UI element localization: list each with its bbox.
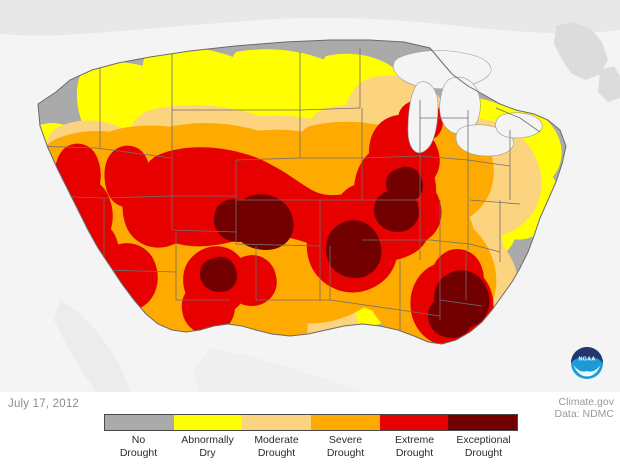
foreign-land	[0, 0, 620, 102]
legend-label-line2: Drought	[119, 446, 158, 459]
legend-swatch-extreme-drought	[379, 415, 449, 430]
map-date-label: July 17, 2012	[8, 398, 80, 410]
legend-label-moderate-drought: Moderate Drought	[242, 434, 311, 459]
conus-outline	[37, 39, 567, 345]
legend-label-line1: No	[131, 434, 146, 446]
legend-label-exceptional-drought: Exceptional Drought	[449, 434, 518, 459]
legend-labels: No Drought Abnormally Dry Moderate Droug…	[104, 434, 518, 459]
legend-label-line1: Exceptional	[456, 434, 511, 446]
legend-swatch-moderate-drought	[242, 415, 312, 430]
noaa-logo: NOAA	[571, 347, 603, 379]
legend-swatch-severe-drought	[311, 415, 380, 430]
credit-line-data-source: Data: NDMC	[554, 408, 614, 420]
legend-color-bar	[104, 414, 518, 431]
legend-swatch-abnormally-dry	[173, 415, 243, 430]
great-lakes	[392, 50, 543, 157]
legend-label-severe-drought: Severe Drought	[311, 434, 380, 459]
legend-label-line2: Drought	[395, 446, 434, 459]
map-canvas	[0, 0, 620, 345]
legend-label-line1: Severe	[328, 434, 363, 446]
legend-swatch-exceptional-drought	[448, 415, 518, 430]
state-borders	[38, 48, 557, 330]
credit-block: Climate.gov Data: NDMC	[554, 396, 614, 420]
credit-line-climate-gov: Climate.gov	[558, 396, 614, 408]
legend-label-line1: Extreme	[394, 434, 435, 446]
legend-label-line2: Drought	[326, 446, 365, 459]
us-drought-map	[0, 0, 620, 345]
map-footer: July 17, 2012 Climate.gov Data: NDMC No …	[0, 392, 620, 464]
noaa-logo-bird	[573, 365, 601, 377]
legend-label-line1: Abnormally	[181, 434, 234, 446]
noaa-logo-dome	[571, 347, 603, 363]
drought-legend: No Drought Abnormally Dry Moderate Droug…	[104, 414, 518, 459]
legend-label-line2: Drought	[257, 446, 296, 459]
legend-swatch-no-drought	[105, 415, 174, 430]
noaa-logo-wordmark: NOAA	[578, 356, 595, 362]
legend-label-line1: Moderate	[254, 434, 299, 446]
legend-label-abnormally-dry: Abnormally Dry	[173, 434, 242, 459]
legend-label-extreme-drought: Extreme Drought	[380, 434, 449, 459]
legend-label-no-drought: No Drought	[104, 434, 173, 459]
legend-label-line2: Drought	[464, 446, 503, 459]
legend-label-line2: Dry	[199, 446, 216, 459]
